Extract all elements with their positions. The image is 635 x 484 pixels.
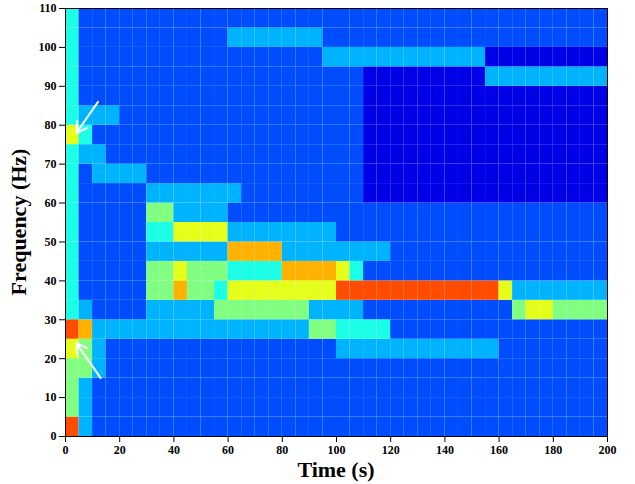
- svg-text:60: 60: [45, 196, 57, 210]
- svg-text:50: 50: [45, 235, 57, 249]
- svg-text:20: 20: [114, 443, 126, 457]
- svg-text:100: 100: [328, 443, 346, 457]
- svg-text:80: 80: [45, 118, 57, 132]
- svg-text:110: 110: [39, 1, 56, 15]
- svg-text:Frequency (Hz): Frequency (Hz): [6, 149, 31, 296]
- svg-text:Time (s): Time (s): [297, 457, 374, 482]
- svg-text:60: 60: [222, 443, 234, 457]
- svg-text:120: 120: [382, 443, 400, 457]
- svg-text:0: 0: [51, 429, 57, 443]
- svg-text:10: 10: [45, 390, 57, 404]
- svg-text:20: 20: [45, 352, 57, 366]
- svg-text:200: 200: [599, 443, 617, 457]
- svg-text:100: 100: [39, 40, 57, 54]
- svg-text:70: 70: [45, 157, 57, 171]
- svg-text:80: 80: [276, 443, 288, 457]
- svg-text:160: 160: [490, 443, 508, 457]
- svg-text:30: 30: [45, 313, 57, 327]
- svg-text:180: 180: [544, 443, 562, 457]
- svg-text:0: 0: [63, 443, 69, 457]
- svg-text:90: 90: [45, 79, 57, 93]
- svg-text:140: 140: [436, 443, 454, 457]
- svg-text:40: 40: [168, 443, 180, 457]
- svg-text:40: 40: [45, 274, 57, 288]
